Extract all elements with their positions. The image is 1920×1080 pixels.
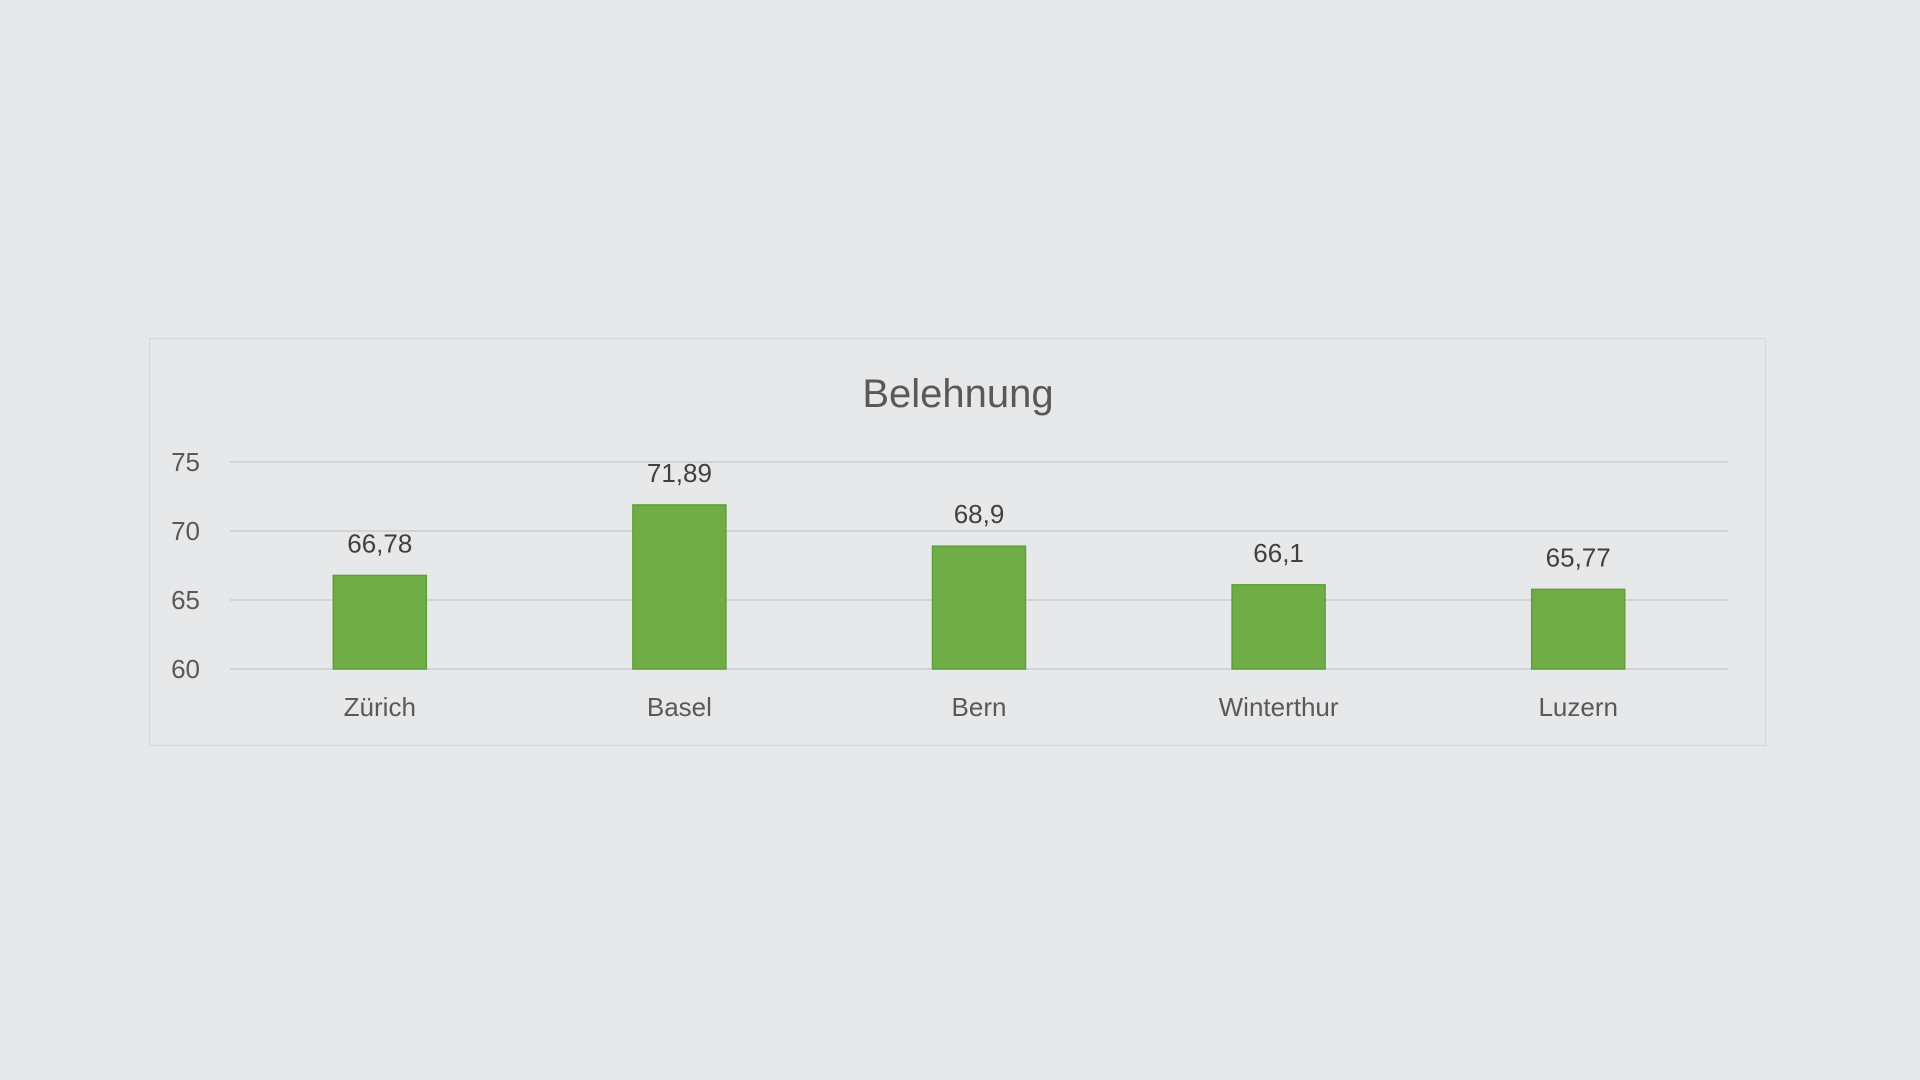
data-label: 66,78 (347, 528, 412, 558)
bar (1231, 584, 1326, 670)
y-tick-label: 65 (171, 585, 200, 615)
y-tick-label: 70 (171, 516, 200, 546)
data-labels: 66,78 71,89 68,9 66,1 65,77 (347, 458, 1610, 572)
bar (332, 574, 428, 670)
data-label: 68,9 (954, 499, 1005, 529)
y-axis-ticks: 60 65 70 75 (171, 447, 200, 684)
data-label: 71,89 (647, 458, 712, 488)
category-label: Winterthur (1219, 692, 1339, 722)
bar (632, 504, 727, 670)
data-label: 66,1 (1253, 538, 1304, 568)
category-label: Luzern (1538, 692, 1618, 722)
chart-title: Belehnung (862, 372, 1053, 416)
bar (931, 545, 1027, 670)
y-tick-label: 60 (171, 654, 200, 684)
chart-area (149, 338, 1766, 746)
category-label: Bern (952, 692, 1007, 722)
category-labels: Zürich Basel Bern Winterthur Luzern (344, 692, 1618, 722)
category-label: Basel (647, 692, 712, 722)
bar (1530, 588, 1626, 670)
y-tick-label: 75 (171, 447, 200, 477)
bars (332, 504, 1626, 670)
category-label: Zürich (344, 692, 416, 722)
data-label: 65,77 (1546, 542, 1611, 572)
